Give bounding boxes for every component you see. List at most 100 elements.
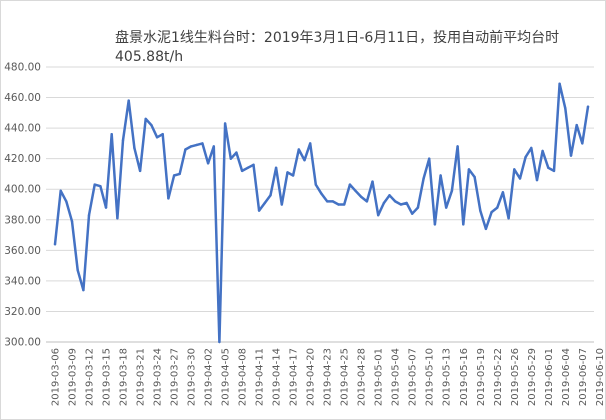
x-tick-label: 2019-03-18 (119, 348, 130, 406)
data-point (167, 197, 170, 200)
data-point (331, 200, 334, 203)
data-point (70, 220, 74, 223)
x-tick-label: 2019-04-20 (306, 348, 317, 406)
x-tick-label: 2019-04-17 (289, 348, 300, 406)
data-point (405, 201, 408, 205)
data-point (274, 166, 278, 169)
x-tick-label: 2019-05-01 (374, 348, 385, 406)
data-point (496, 206, 499, 209)
y-tick-label: 400.00 (4, 184, 41, 196)
y-tick-label: 320.00 (4, 306, 41, 318)
data-point (189, 145, 193, 148)
data-point (326, 200, 329, 203)
data-point (184, 148, 187, 151)
x-tick-label: 2019-06-01 (544, 348, 555, 406)
y-tick-label: 360.00 (4, 245, 41, 257)
x-tick-label: 2019-05-13 (442, 348, 453, 406)
data-point (309, 142, 312, 145)
data-point (399, 203, 403, 206)
y-tick-label: 420.00 (4, 153, 41, 165)
data-point (133, 146, 136, 150)
data-point (428, 157, 431, 160)
data-point (558, 82, 561, 86)
data-point (218, 340, 221, 344)
x-tick-label: 2019-05-04 (391, 348, 402, 406)
x-tick-label: 2019-06-04 (561, 348, 572, 406)
data-point (229, 157, 232, 160)
x-tick-label: 2019-03-30 (187, 348, 198, 406)
x-tick-label: 2019-05-26 (510, 348, 521, 406)
data-point (269, 194, 272, 197)
data-point (552, 169, 556, 173)
y-tick-label: 460.00 (4, 92, 41, 104)
data-point (433, 223, 437, 226)
x-tick-label: 2019-06-07 (578, 348, 589, 406)
data-point (541, 149, 544, 153)
x-tick-label: 2019-04-23 (323, 348, 334, 406)
data-point (235, 151, 238, 154)
x-tick-label: 2019-06-10 (595, 348, 606, 406)
x-tick-label: 2019-05-29 (527, 348, 538, 406)
data-point (53, 243, 57, 246)
data-point (246, 166, 249, 169)
data-point (172, 174, 176, 177)
y-tick-label: 440.00 (4, 123, 41, 135)
data-point (104, 206, 108, 209)
x-tick-label: 2019-05-22 (493, 348, 504, 406)
data-point (473, 175, 476, 179)
x-tick-label: 2019-04-28 (357, 348, 368, 406)
data-point (581, 142, 584, 145)
data-point (450, 189, 454, 192)
y-tick-label: 480.00 (4, 62, 41, 74)
data-point (155, 136, 159, 139)
data-point (303, 159, 306, 162)
data-point (524, 155, 527, 159)
data-point (82, 288, 85, 292)
data-point (388, 194, 391, 197)
data-point (59, 189, 62, 192)
data-point (65, 200, 68, 203)
data-point (530, 146, 533, 150)
data-point (416, 206, 420, 209)
x-tick-label: 2019-03-27 (170, 348, 181, 406)
data-point (223, 122, 227, 125)
data-point (291, 174, 295, 177)
data-point (518, 177, 522, 180)
data-point (138, 169, 142, 173)
data-point (343, 203, 346, 206)
data-point (422, 177, 425, 180)
data-point (377, 214, 380, 217)
x-tick-label: 2019-05-16 (459, 348, 470, 406)
data-point (286, 171, 289, 174)
data-point (150, 123, 153, 127)
data-point (547, 166, 550, 169)
data-point (501, 191, 505, 194)
x-tick-label: 2019-03-24 (153, 348, 164, 406)
x-tick-label: 2019-04-14 (272, 348, 283, 406)
data-point (382, 201, 386, 205)
data-point (297, 148, 300, 151)
data-point (462, 223, 465, 226)
data-point (365, 200, 369, 203)
x-tick-label: 2019-05-19 (476, 348, 487, 406)
data-point (76, 269, 79, 272)
data-point (257, 209, 261, 212)
data-point (348, 183, 352, 186)
data-point (411, 212, 414, 215)
data-point (212, 145, 215, 148)
data-point (484, 227, 488, 231)
data-point (161, 133, 164, 136)
y-tick-label: 300.00 (4, 337, 41, 349)
data-point (110, 133, 113, 136)
chart-subtitle: 405.88t/h (115, 49, 184, 65)
x-tick-label: 2019-03-15 (102, 348, 113, 406)
x-tick-label: 2019-03-12 (85, 348, 96, 406)
data-point (439, 174, 442, 177)
data-point (569, 154, 573, 157)
data-point (201, 142, 204, 145)
data-point (337, 203, 340, 206)
data-point (535, 178, 539, 182)
data-point (360, 195, 363, 199)
data-point (240, 169, 244, 173)
y-tick-label: 340.00 (4, 275, 41, 287)
